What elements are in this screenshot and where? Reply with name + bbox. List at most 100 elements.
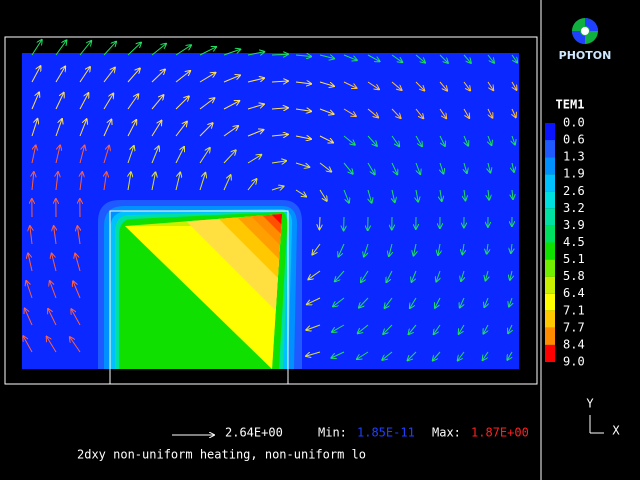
legend: 0.0 0.6 1.3 1.9 2.6 3.2 3.9 4.5 5.1 5.8 6.4 7.1 7.7 8… xyxy=(545,116,585,369)
legend-label: 1.9 xyxy=(563,167,585,181)
velocity-vector xyxy=(103,146,109,164)
velocity-vector xyxy=(433,351,441,360)
photon-logo: PHOTON xyxy=(559,18,611,62)
axis-y-label: Y xyxy=(586,397,594,411)
velocity-vector xyxy=(391,81,402,90)
velocity-vector xyxy=(415,54,425,63)
velocity-vector xyxy=(464,135,468,146)
velocity-vector xyxy=(463,81,470,90)
velocity-vector xyxy=(415,108,423,118)
velocity-vector xyxy=(408,351,417,360)
legend-label: 0.6 xyxy=(563,133,585,147)
velocity-vector xyxy=(295,189,306,196)
legend-swatch xyxy=(545,327,555,345)
velocity-vector xyxy=(367,81,379,89)
legend-swatch xyxy=(545,259,555,277)
legend-swatch xyxy=(545,276,555,294)
velocity-vector xyxy=(199,98,214,110)
velocity-vector xyxy=(319,189,327,201)
velocity-vector xyxy=(75,254,81,272)
velocity-vector xyxy=(415,81,424,90)
velocity-vector xyxy=(410,297,417,308)
axis-triad: Y X xyxy=(586,397,620,438)
velocity-vector xyxy=(357,351,369,359)
velocity-vector xyxy=(55,119,62,137)
velocity-vector xyxy=(175,172,180,191)
max-label: Max: xyxy=(432,426,461,440)
velocity-vector xyxy=(512,189,513,199)
velocity-vector xyxy=(103,42,116,56)
legend-label: 3.9 xyxy=(563,218,585,232)
velocity-vector xyxy=(367,108,378,117)
velocity-vector xyxy=(440,162,443,174)
velocity-vector xyxy=(391,54,402,62)
velocity-vector xyxy=(512,81,517,90)
velocity-vector xyxy=(175,122,187,137)
velocity-vector xyxy=(487,81,493,90)
velocity-vector xyxy=(510,270,512,280)
legend-title: TEM1 xyxy=(556,98,585,112)
velocity-vector xyxy=(247,130,263,137)
velocity-vector xyxy=(77,226,80,245)
legend-swatch xyxy=(545,191,555,209)
velocity-vector xyxy=(459,324,465,334)
velocity-vector xyxy=(271,134,288,136)
velocity-vector xyxy=(409,324,417,334)
legend-swatch xyxy=(545,157,555,175)
velocity-vector xyxy=(511,54,517,62)
velocity-vector xyxy=(54,226,56,245)
velocity-vector xyxy=(508,324,512,333)
velocity-vector xyxy=(127,120,136,137)
legend-swatch xyxy=(545,293,555,311)
velocity-vector xyxy=(367,162,375,174)
velocity-vector xyxy=(25,309,33,326)
velocity-vector xyxy=(295,136,311,139)
block-outline xyxy=(109,210,289,385)
velocity-vector xyxy=(338,243,345,257)
velocity-vector xyxy=(80,172,82,191)
velocity-vector xyxy=(488,162,490,172)
velocity-vector xyxy=(343,189,349,203)
velocity-vector xyxy=(383,324,393,334)
velocity-vector xyxy=(461,270,464,281)
velocity-vector xyxy=(488,108,492,118)
velocity-vector xyxy=(26,281,33,299)
velocity-vector xyxy=(151,95,163,110)
velocity-vector xyxy=(50,281,57,299)
velocity-vector xyxy=(55,93,64,110)
velocity-vector xyxy=(308,270,321,279)
velocity-vector xyxy=(439,135,445,146)
legend-label: 5.8 xyxy=(563,269,585,283)
velocity-vector xyxy=(175,96,189,110)
velocity-vector xyxy=(31,119,37,137)
velocity-vector xyxy=(389,243,392,256)
velocity-vector xyxy=(151,44,166,56)
velocity-vector xyxy=(392,189,395,202)
velocity-vector xyxy=(199,73,215,83)
velocity-vector xyxy=(32,172,34,191)
velocity-vector xyxy=(247,104,264,110)
velocity-vector xyxy=(319,162,331,172)
velocity-vector xyxy=(79,119,87,137)
velocity-vector xyxy=(435,297,441,308)
legend-swatch xyxy=(545,242,555,260)
axis-x-label: X xyxy=(612,424,620,438)
velocity-vector xyxy=(364,243,369,257)
velocity-vector xyxy=(391,162,397,174)
contour-field xyxy=(98,200,302,369)
legend-swatch xyxy=(545,174,555,192)
legend-label: 8.4 xyxy=(563,337,585,351)
velocity-vector xyxy=(415,162,420,174)
velocity-vector xyxy=(295,109,311,111)
velocity-vector xyxy=(30,226,32,245)
legend-swatch xyxy=(545,344,555,362)
velocity-vector xyxy=(55,145,60,164)
velocity-vector xyxy=(103,120,111,137)
velocity-vector xyxy=(343,135,355,145)
velocity-vector xyxy=(247,179,257,191)
velocity-vector xyxy=(127,94,138,110)
velocity-vector xyxy=(415,135,422,146)
velocity-vector xyxy=(55,67,65,83)
velocity-vector xyxy=(434,324,441,334)
velocity-vector xyxy=(359,297,369,308)
